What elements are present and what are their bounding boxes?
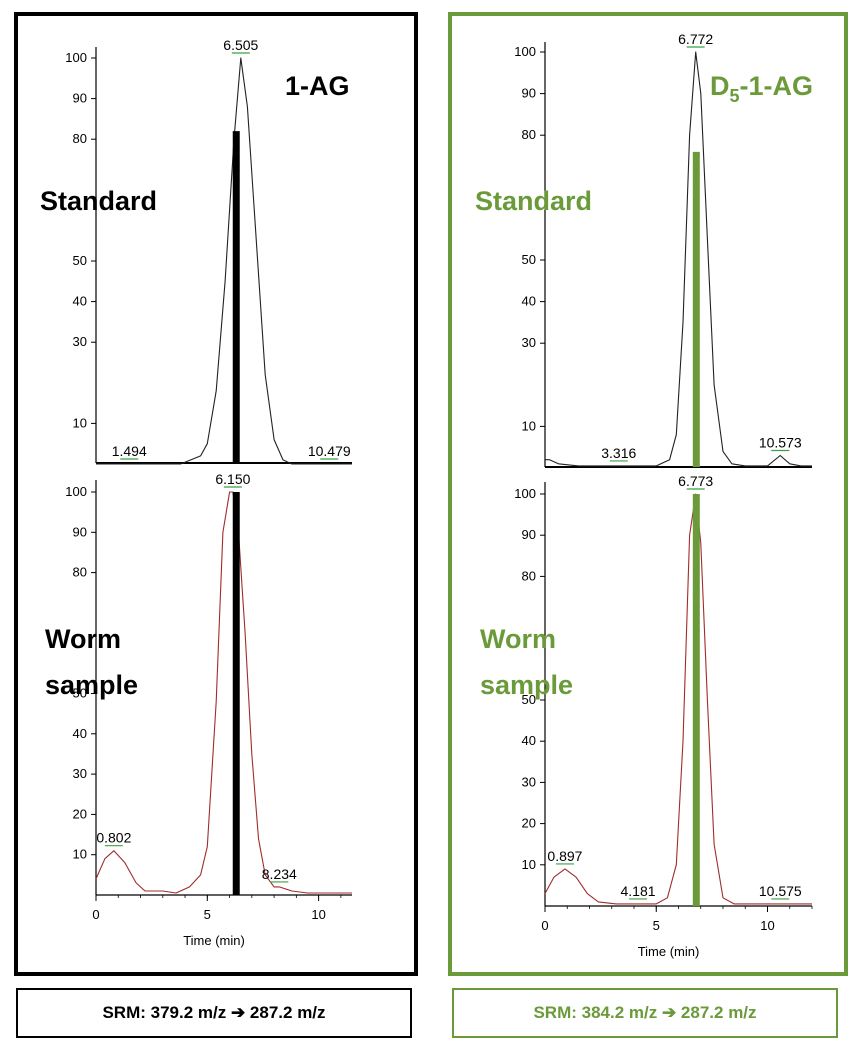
- peak-label: 0.802: [96, 830, 131, 846]
- y-tick-label: 50: [522, 252, 536, 267]
- y-tick-label: 50: [522, 692, 536, 707]
- right-panel-frame: [448, 12, 848, 976]
- y-tick-label: 100: [514, 486, 536, 501]
- y-tick-label: 80: [522, 127, 536, 142]
- peak-label: 8.234: [262, 866, 297, 882]
- y-tick-label: 10: [522, 418, 536, 433]
- peak-label: 6.150: [215, 471, 250, 487]
- y-tick-label: 40: [522, 733, 536, 748]
- left-srm-box: SRM: 379.2 m/z ➔ 287.2 m/z: [16, 988, 412, 1038]
- chromatogram-trace: [544, 493, 812, 905]
- y-tick-label: 20: [73, 806, 87, 821]
- chromatogram-trace: [545, 51, 812, 467]
- peak-label: 10.479: [308, 443, 351, 459]
- left-compound-label: 1-AG: [285, 71, 350, 101]
- x-tick-label: 0: [541, 918, 548, 933]
- chromatogram-trace: [96, 57, 352, 465]
- chromatogram-trace: [95, 491, 352, 894]
- y-tick-label: 100: [65, 50, 87, 65]
- x-tick-label: 0: [92, 907, 99, 922]
- peak-label: 4.181: [621, 883, 656, 899]
- x-tick-label: 10: [311, 907, 325, 922]
- left-standard-label: Standard: [40, 186, 157, 216]
- x-tick-label: 10: [760, 918, 774, 933]
- right-standard-label: Standard: [475, 186, 592, 216]
- y-tick-label: 90: [73, 91, 87, 106]
- right-srm-box: SRM: 384.2 m/z ➔ 287.2 m/z: [452, 988, 838, 1038]
- y-tick-label: 40: [522, 294, 536, 309]
- y-tick-label: 10: [73, 847, 87, 862]
- y-tick-label: 100: [65, 484, 87, 499]
- chromatogram-4: 10 20 30 40 50 80 90 100 0 5 10 Time (min) 0.897 4.18…: [514, 473, 813, 959]
- peak-label: 10.573: [759, 435, 802, 451]
- y-tick-label: 30: [522, 774, 536, 789]
- peak-label: 1.494: [112, 443, 147, 459]
- x-tick-label: 5: [204, 907, 211, 922]
- left-worm-label-2: sample: [45, 670, 138, 700]
- right-srm-text: SRM: 384.2 m/z ➔ 287.2 m/z: [533, 1003, 757, 1022]
- y-tick-label: 90: [522, 527, 536, 542]
- y-tick-label: 80: [73, 131, 87, 146]
- right-compound-label: D5-1-AG: [710, 71, 813, 106]
- y-tick-label: 30: [522, 335, 536, 350]
- peak-label: 6.772: [678, 31, 713, 47]
- y-tick-label: 90: [73, 524, 87, 539]
- chromatogram-2: 10 20 30 40 50 80 90 100 0 5 10 Time (min) 0.802 6.15…: [65, 471, 352, 948]
- chromatogram-3: 10 30 40 50 80 90 100 3.316 6.772 10.573: [514, 31, 812, 468]
- y-tick-label: 30: [73, 334, 87, 349]
- peak-label: 3.316: [601, 445, 636, 461]
- peak-label: 0.897: [547, 848, 582, 864]
- x-tick-label: 5: [653, 918, 660, 933]
- y-tick-label: 50: [73, 686, 87, 701]
- y-tick-label: 20: [522, 816, 536, 831]
- y-tick-label: 40: [73, 726, 87, 741]
- y-tick-label: 30: [73, 766, 87, 781]
- y-tick-label: 10: [73, 415, 87, 430]
- chromatogram-1: 10 30 40 50 80 90 100 1.494 6.505 10.479: [65, 37, 352, 465]
- left-panel-frame: [14, 12, 418, 976]
- y-tick-label: 100: [514, 44, 536, 59]
- y-tick-label: 80: [522, 568, 536, 583]
- x-axis-label: Time (min): [638, 944, 700, 959]
- y-tick-label: 40: [73, 294, 87, 309]
- left-worm-label-1: Worm: [45, 624, 121, 654]
- y-tick-label: 10: [522, 857, 536, 872]
- right-worm-label-1: Worm: [480, 624, 556, 654]
- peak-label: 6.505: [223, 37, 258, 53]
- y-tick-label: 90: [522, 86, 536, 101]
- peak-label: 10.575: [759, 883, 802, 899]
- right-worm-label-2: sample: [480, 670, 573, 700]
- left-srm-text: SRM: 379.2 m/z ➔ 287.2 m/z: [102, 1003, 326, 1022]
- y-tick-label: 80: [73, 565, 87, 580]
- y-tick-label: 50: [73, 253, 87, 268]
- peak-label: 6.773: [678, 473, 713, 489]
- x-axis-label: Time (min): [183, 933, 245, 948]
